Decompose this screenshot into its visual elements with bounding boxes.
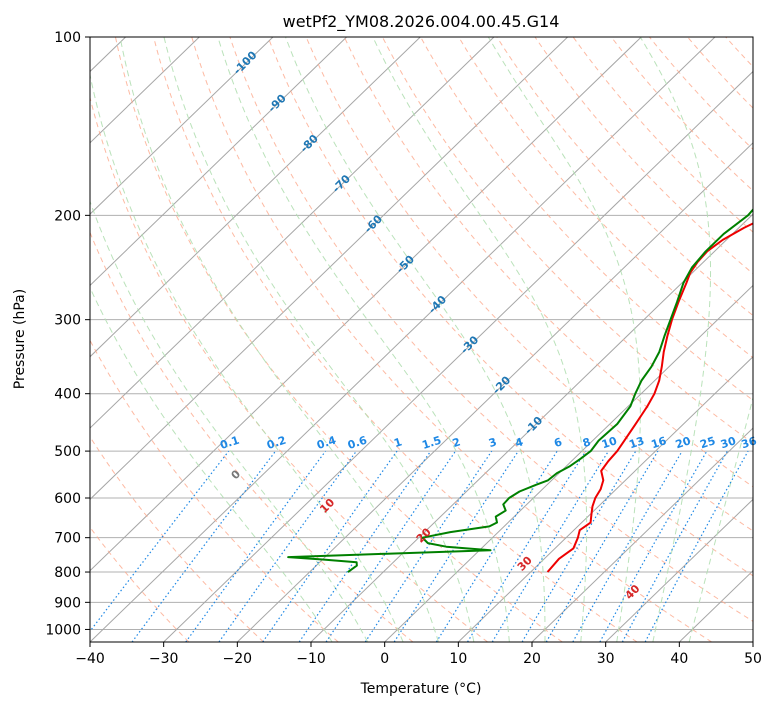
- dry-adiabat-line: [191, 37, 713, 642]
- moist-adiabat-line: [163, 37, 475, 642]
- x-axis-label: Temperature (°C): [360, 681, 482, 697]
- plot-frame: [89, 36, 754, 643]
- isotherm-line: [384, 284, 753, 642]
- mixing-ratio-label: 25: [698, 434, 717, 451]
- mixing-ratio-line: [621, 450, 728, 642]
- dry-adiabat-line: [90, 95, 488, 642]
- mixing-ratio-label: 0.4: [315, 433, 338, 451]
- mixing-ratio-line: [185, 450, 327, 642]
- y-tick-label: 700: [54, 531, 81, 547]
- dry-adiabat-line: [458, 37, 753, 359]
- x-tick-label: 20: [523, 651, 541, 667]
- mixing-ratio-label: 4: [514, 435, 526, 450]
- y-tick-label: 300: [54, 313, 81, 329]
- y-tick-label: 200: [54, 208, 81, 224]
- x-tick-label: 40: [670, 651, 688, 667]
- dry-adiabat-line: [90, 339, 339, 642]
- isotherm-line: [90, 37, 274, 215]
- x-axis: −40 −30 −20 −10 0 10 20 30 40 50: [75, 642, 762, 667]
- isotherm-line: [457, 356, 753, 642]
- dry-adiabat-line: [90, 526, 190, 642]
- mixing-ratio-line: [218, 450, 357, 642]
- y-axis-label: Pressure (hPa): [12, 289, 28, 389]
- dry-adiabat-line: [114, 37, 563, 642]
- dry-adiabat-line: [90, 435, 264, 642]
- y-tick-label: 100: [54, 30, 81, 46]
- mixing-ratio-line: [435, 450, 558, 642]
- dry-adiabat-line: [229, 37, 753, 622]
- y-tick-label: 1000: [45, 622, 81, 638]
- mixing-ratio-line: [599, 450, 708, 642]
- isotherm-line: [236, 142, 753, 642]
- dry-adiabat-line: [90, 231, 414, 642]
- isotherm-line: [163, 70, 753, 642]
- dry-adiabat-line: [153, 37, 638, 642]
- mixing-ratio-line: [466, 450, 587, 642]
- plot-series: [287, 208, 753, 573]
- y-tick-label: 600: [54, 491, 81, 507]
- y-tick-label: 800: [54, 565, 81, 581]
- isotherm-line: [90, 37, 495, 429]
- dry-adiabat-line: [267, 37, 753, 577]
- mixing-ratio-line: [131, 450, 277, 642]
- mixing-ratio-label: 1: [392, 435, 403, 450]
- dry-adiabat-line: [305, 37, 753, 532]
- x-tick-label: 30: [597, 651, 615, 667]
- mixing-ratio-label: 0.2: [265, 434, 288, 452]
- isotherm-line: [90, 37, 716, 642]
- isotherm-line: [90, 37, 200, 144]
- mixing-ratio-label: 10: [600, 434, 619, 451]
- moist-adiabat-line: [639, 37, 712, 642]
- y-tick-label: 400: [54, 387, 81, 403]
- mixing-ratio-label: 16: [650, 434, 669, 451]
- y-axis: 100 200 300 400 500 600 700 800 900 1000: [45, 30, 90, 638]
- x-tick-label: −20: [223, 651, 253, 667]
- mixing-ratio-label: 2: [451, 435, 462, 450]
- mixing-ratio-line: [644, 450, 749, 642]
- temperature-profile: [546, 222, 753, 573]
- mixing-ratio-label: 1.5: [420, 434, 443, 452]
- x-tick-label: 10: [449, 651, 467, 667]
- mixing-ratio-label: 20: [674, 434, 693, 451]
- isotherm-line: [90, 37, 347, 287]
- x-tick-label: −30: [149, 651, 179, 667]
- chart-title: wetPf2_YM08.2026.004.00.45.G14: [283, 12, 560, 32]
- mixing-ratio-label: 30: [719, 434, 738, 451]
- isotherm-line: [90, 37, 642, 572]
- y-tick-label: 500: [54, 444, 81, 460]
- x-tick-label: 0: [380, 651, 389, 667]
- mixing-ratio-label: 0.6: [346, 433, 369, 451]
- x-tick-label: 50: [744, 651, 762, 667]
- mixing-ratio-label: 6: [552, 435, 564, 450]
- mixing-ratio-line: [364, 450, 493, 642]
- mixing-ratio-label: 0.1: [218, 434, 241, 452]
- mixing-ratio-line: [491, 450, 609, 642]
- plot-background-lines: [90, 37, 753, 642]
- x-tick-label: −10: [296, 651, 326, 667]
- isotherm-line: [531, 427, 753, 642]
- isotherm-line: [605, 498, 753, 642]
- isotherm-line: [90, 37, 421, 358]
- moist-adiabat-line: [119, 37, 439, 642]
- mixing-ratio-line: [262, 450, 398, 642]
- mixing-ratio-label: 36: [740, 434, 759, 451]
- y-tick-label: 900: [54, 595, 81, 611]
- dewpoint-profile: [287, 208, 753, 573]
- mixing-ratio-line: [325, 450, 457, 642]
- mixing-ratio-label: 3: [487, 435, 498, 450]
- mixing-ratio-line: [298, 450, 432, 642]
- isotherm-line: [90, 37, 568, 501]
- mixing-ratio-line: [393, 450, 519, 642]
- mixing-ratio-label: 13: [627, 434, 646, 451]
- dry-adiabat-line: [420, 37, 753, 401]
- mixing-ratio-label: 8: [581, 435, 592, 450]
- moist-adiabat-line: [90, 286, 333, 642]
- moist-adiabat-line: [90, 72, 404, 642]
- moist-adiabat-line: [217, 37, 510, 642]
- x-tick-label: −40: [75, 651, 105, 667]
- moist-adiabat-line: [688, 395, 753, 642]
